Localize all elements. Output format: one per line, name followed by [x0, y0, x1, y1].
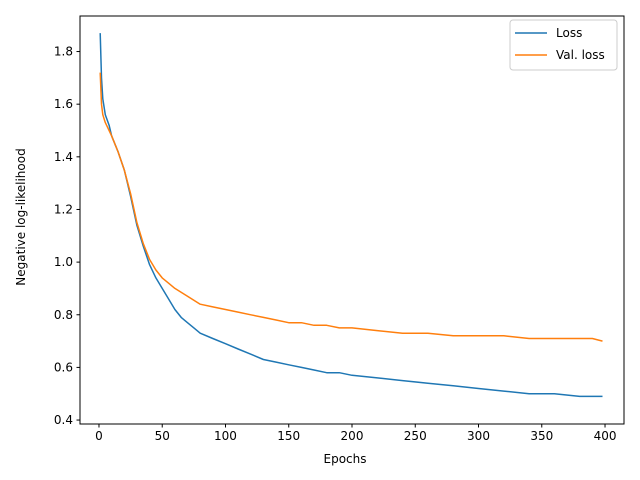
x-axis-label: Epochs [324, 452, 367, 466]
y-tick-label: 1.4 [54, 150, 73, 164]
x-tick-label: 50 [155, 429, 170, 443]
x-tick-label: 0 [95, 429, 103, 443]
series-line-val-loss [99, 72, 603, 342]
legend-label-loss: Loss [556, 26, 582, 40]
x-tick-label: 100 [214, 429, 237, 443]
legend: Loss Val. loss [509, 19, 618, 71]
x-tick-label: 300 [467, 429, 490, 443]
y-tick-label: 1.8 [54, 45, 73, 59]
y-tick-label: 0.6 [54, 360, 73, 374]
x-tick-label: 150 [277, 429, 300, 443]
y-axis-label: Negative log-likelihood [14, 148, 28, 285]
y-tick-label: 0.4 [54, 413, 73, 427]
x-axis-ticks: 0 50 100 150 200 250 300 350 400 [95, 424, 616, 443]
y-tick-label: 0.8 [54, 308, 73, 322]
y-axis-ticks: 0.4 0.6 0.8 1.0 1.2 1.4 1.6 1.8 [54, 45, 80, 427]
y-tick-label: 1.0 [54, 255, 73, 269]
x-tick-label: 250 [404, 429, 427, 443]
x-tick-label: 400 [594, 429, 617, 443]
x-tick-label: 200 [341, 429, 364, 443]
legend-label-val-loss: Val. loss [556, 48, 605, 62]
x-tick-label: 350 [530, 429, 553, 443]
y-tick-label: 1.2 [54, 202, 73, 216]
y-tick-label: 1.6 [54, 97, 73, 111]
